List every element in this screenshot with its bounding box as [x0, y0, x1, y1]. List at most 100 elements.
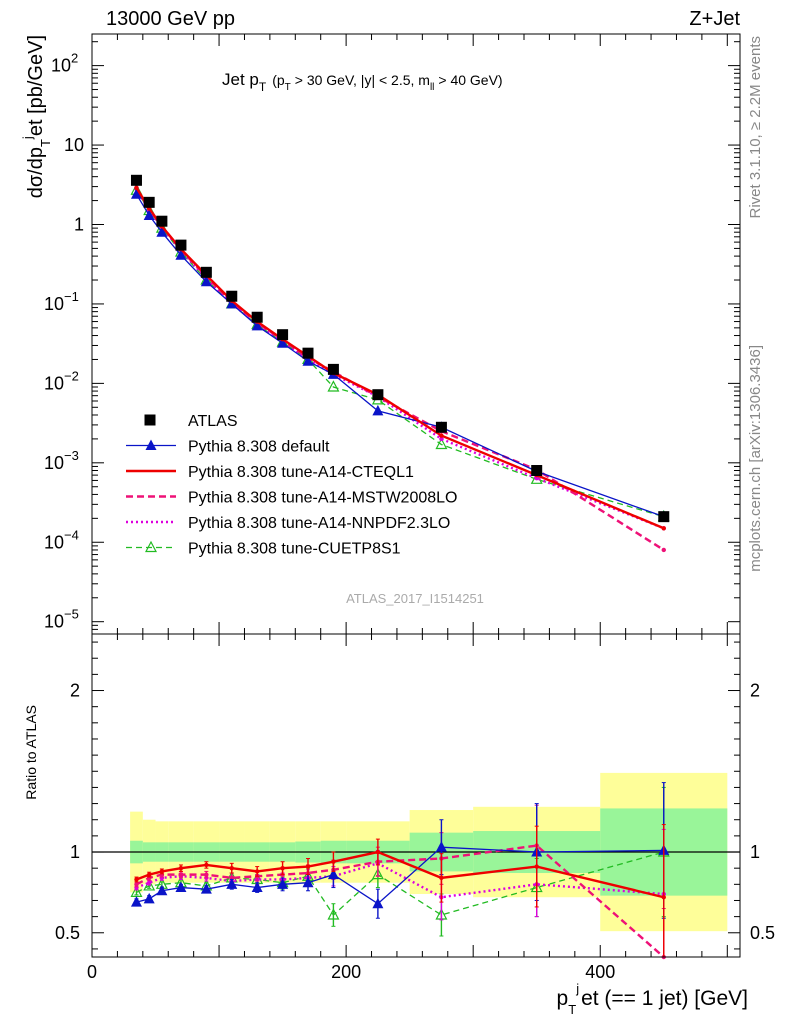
ratio-point [371, 867, 384, 880]
main-point [302, 355, 314, 366]
ratio-point [156, 884, 168, 896]
ratio-point [159, 869, 165, 874]
legend-label: Pythia 8.308 tune-A14-NNPDF2.3LO [188, 515, 450, 532]
main-y-tick-label: 10−3 [44, 448, 79, 473]
legend-entry-2: Pythia 8.308 tune-A14-CTEQL1 [126, 464, 414, 481]
main-point [226, 297, 238, 309]
ratio-point [280, 865, 285, 871]
header-right-label: Z+Jet [689, 8, 740, 30]
main-y-tick-label: 10−1 [44, 289, 79, 314]
ratio-uncertainty-bands [92, 772, 740, 932]
legend-label: ATLAS [188, 413, 238, 430]
main-point [372, 389, 384, 401]
main-y-tick-label: 1 [74, 214, 84, 234]
main-point [439, 433, 444, 438]
ratio-point [661, 895, 666, 900]
legend-label: Pythia 8.308 tune-A14-MSTW2008LO [188, 490, 457, 507]
ratio-series-line [136, 846, 664, 905]
axis-ticks: 102 10 1 10−1 10−2 10−3 10−4 10−5 0 200 400 0.5 0.5 1… [44, 34, 775, 982]
ratio-point [178, 872, 184, 877]
analysis-watermark: ATLAS_2017_I1514251 [346, 591, 484, 606]
ratio-point [229, 865, 234, 871]
header-left-label: 13000 GeV pp [106, 8, 235, 30]
legend-label: Pythia 8.308 tune-CUETP8S1 [188, 541, 401, 558]
main-point [251, 319, 263, 331]
main-y-axis-label: dσ/dpTjet [pb/GeV] [20, 35, 53, 198]
main-point [130, 188, 142, 199]
ratio-y-tick-label-left: 2 [70, 681, 80, 701]
x-tick-label: 200 [331, 962, 361, 982]
legend-entry-0: ATLAS [144, 413, 238, 430]
x-tick-label: 400 [585, 962, 615, 982]
ratio-point [229, 875, 234, 881]
rivet-label: Rivet 3.1.10, ≥ 2.2M events [747, 36, 764, 219]
ratio-point [435, 841, 447, 852]
ratio-y-tick-label-right: 0.5 [750, 923, 775, 943]
main-y-tick-label: 10−5 [44, 607, 79, 632]
ratio-y-tick-label-right: 2 [750, 681, 760, 701]
ratio-point [534, 864, 539, 869]
main-point [439, 436, 444, 442]
ratio-point [372, 897, 384, 909]
ratio-series-line [136, 862, 664, 899]
main-point [226, 290, 238, 302]
ratio-point [200, 883, 212, 894]
main-point [130, 174, 142, 186]
ratio-point [143, 879, 156, 891]
ratio-series-1 [134, 824, 666, 958]
main-series-1 [130, 188, 670, 522]
main-point [661, 547, 666, 553]
main-point [327, 380, 340, 392]
ratio-point [175, 881, 187, 893]
main-y-tick-label: 10−4 [44, 527, 79, 552]
x-tick-label: 0 [87, 962, 97, 982]
ratio-point [305, 864, 311, 869]
legend-label: Pythia 8.308 tune-A14-CTEQL1 [188, 464, 414, 481]
ratio-panel-frame [91, 633, 741, 958]
ratio-point [439, 875, 444, 881]
ratio-point [146, 880, 152, 885]
ratio-y-tick-label-left: 0.5 [55, 923, 80, 943]
main-point [435, 437, 448, 450]
main-point [156, 226, 168, 237]
ratio-point [327, 868, 339, 880]
main-point [327, 363, 339, 375]
ratio-y-axis-label: Ratio to ATLAS [23, 705, 39, 800]
main-point [277, 329, 289, 341]
main-point [200, 275, 212, 287]
main-point [134, 185, 139, 190]
main-series-0 [130, 174, 670, 523]
ratio-series-line [135, 844, 665, 958]
main-y-tick-label: 10−2 [44, 368, 79, 393]
ratio-point [204, 862, 209, 868]
main-point [156, 215, 168, 227]
ratio-point [130, 896, 142, 907]
main-point [200, 266, 212, 278]
legend-entry-3: Pythia 8.308 tune-A14-MSTW2008LO [126, 490, 457, 507]
main-series-line [135, 187, 665, 530]
ratio-point [254, 869, 260, 874]
ratio-point [226, 878, 238, 889]
mcplots-label: mcplots.cern.ch [arXiv:1306.3436] [747, 345, 764, 572]
ratio-point [146, 872, 152, 877]
ratio-panel-series [130, 782, 670, 960]
main-point [658, 511, 670, 523]
ratio-point [134, 877, 139, 882]
ratio-point [302, 876, 314, 888]
legend-marker [145, 540, 157, 553]
ratio-point [204, 872, 209, 877]
legend-marker [144, 414, 156, 426]
ratio-point [277, 878, 289, 889]
main-point [143, 196, 155, 208]
legend-entry-1: Pythia 8.308 default [126, 439, 330, 456]
main-point [531, 465, 543, 477]
main-point [661, 526, 666, 531]
legend-label: Pythia 8.308 default [188, 439, 330, 456]
ratio-y-tick-label-left: 1 [70, 842, 80, 862]
ratio-point [251, 881, 263, 893]
legend-marker [145, 439, 157, 450]
ratio-point [375, 849, 381, 855]
main-point [435, 421, 447, 433]
main-point [534, 476, 539, 481]
